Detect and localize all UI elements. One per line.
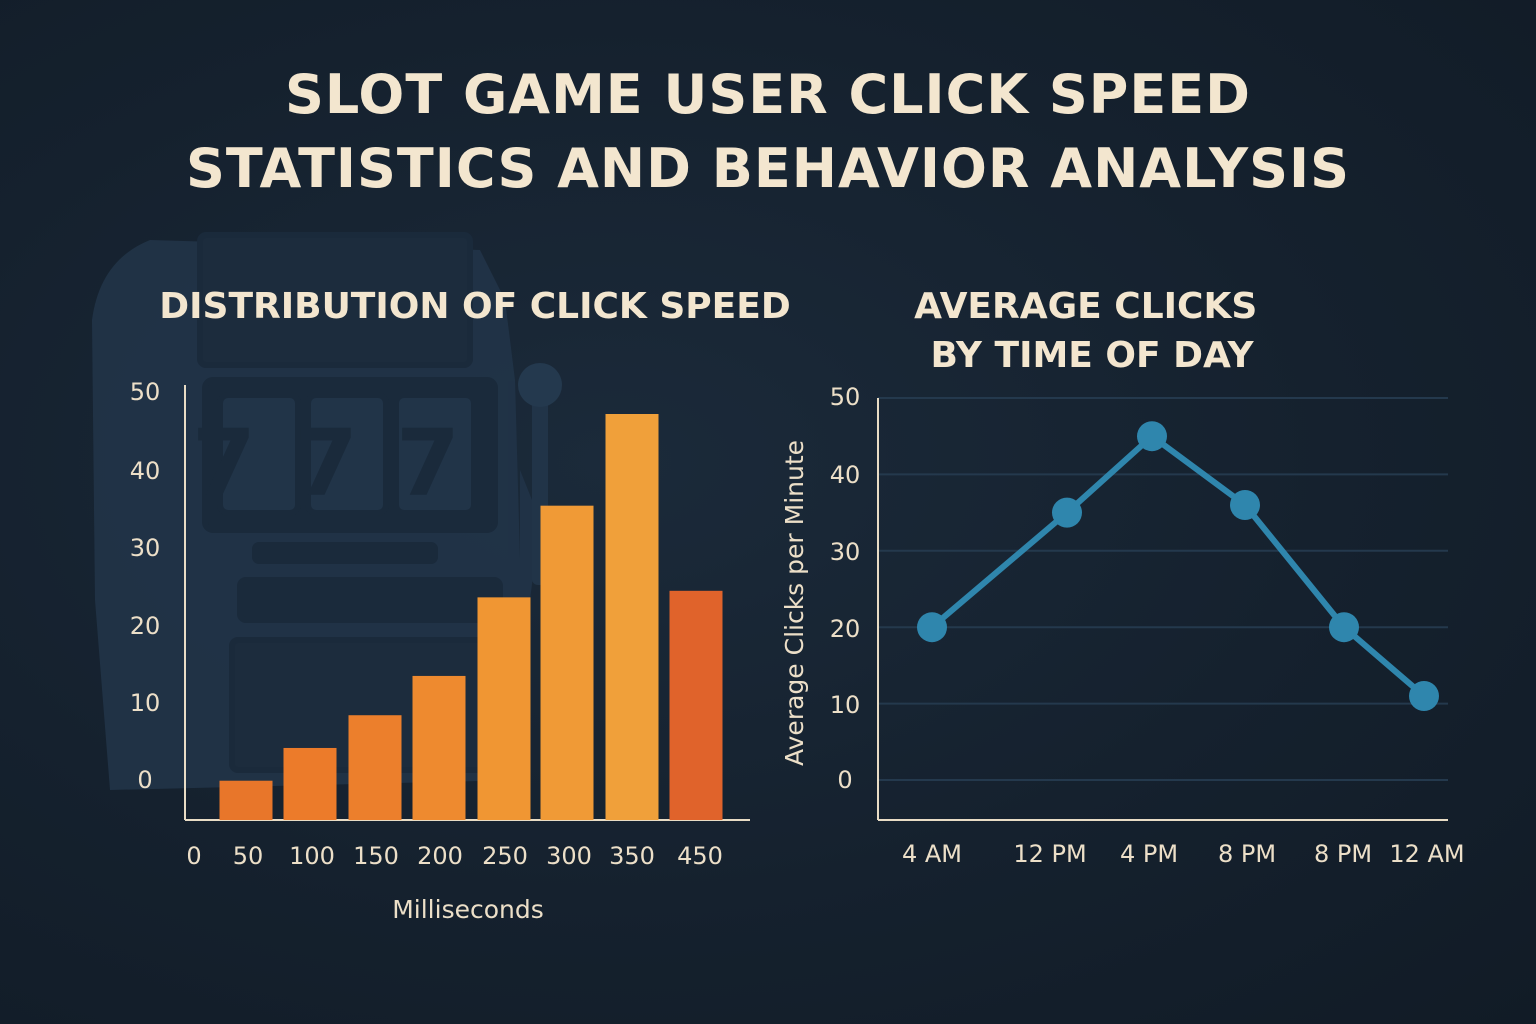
line-chart-y-tick-label: 0 bbox=[837, 766, 852, 794]
line-point-1 bbox=[1052, 497, 1082, 528]
main-title-line-2: STATISTICS AND BEHAVIOR ANALYSIS bbox=[185, 137, 1351, 200]
line-point-4 bbox=[1329, 612, 1359, 643]
line-chart-y-tick-label: 50 bbox=[830, 383, 861, 411]
slot-machine-details bbox=[197, 232, 520, 773]
bar-chart-x-tick-label: 50 bbox=[233, 842, 264, 870]
line-chart-y-axis-label: Average Clicks per Minute bbox=[780, 440, 809, 766]
bar-chart: DISTRIBUTION OF CLICK SPEED 50403020100 … bbox=[130, 286, 791, 924]
bar-chart-title: DISTRIBUTION OF CLICK SPEED bbox=[159, 286, 790, 327]
line-chart-y-tick-label: 10 bbox=[830, 691, 861, 719]
line-chart-title: AVERAGE CLICKS BY TIME OF DAY bbox=[914, 286, 1270, 376]
line-chart-y-tick-label: 20 bbox=[830, 615, 861, 643]
bar-chart-y-tick-label: 50 bbox=[130, 378, 161, 406]
bar-chart-x-tick-label: 450 bbox=[677, 842, 723, 870]
bar-chart-x-tick-label: 350 bbox=[609, 842, 655, 870]
line-chart-y-tick-label: 40 bbox=[830, 461, 861, 489]
bar-100 bbox=[283, 747, 337, 820]
main-title: SLOT GAME USER CLICK SPEED STATISTICS AN… bbox=[0, 58, 1536, 206]
bar-chart-x-tick-label: 250 bbox=[482, 842, 528, 870]
bar-450 bbox=[669, 590, 723, 820]
line-point-5 bbox=[1409, 680, 1439, 711]
line-chart-x-tick-label: 12 AM bbox=[1389, 840, 1464, 868]
line-chart-title-line-2: BY TIME OF DAY bbox=[930, 335, 1254, 376]
bar-chart-y-tick-label: 20 bbox=[130, 612, 161, 640]
bar-chart-y-tick-label: 30 bbox=[130, 534, 161, 562]
main-title-line-1: SLOT GAME USER CLICK SPEED bbox=[285, 63, 1251, 126]
line-chart-x-tick-label: 4 AM bbox=[902, 840, 962, 868]
bar-50 bbox=[219, 780, 273, 820]
line-chart: AVERAGE CLICKS BY TIME OF DAY 50 40 30 20 10… bbox=[780, 286, 1465, 868]
bar-350 bbox=[605, 414, 659, 820]
line-chart-title-line-1: AVERAGE CLICKS bbox=[914, 286, 1257, 327]
bar-300 bbox=[540, 505, 594, 820]
line-point-3 bbox=[1230, 489, 1260, 520]
line-point-2 bbox=[1137, 421, 1167, 452]
line-chart-x-tick-label: 4 PM bbox=[1120, 840, 1178, 868]
line-chart-y-tick-label: 30 bbox=[830, 538, 861, 566]
bar-chart-x-tick-label: 150 bbox=[353, 842, 399, 870]
bar-chart-x-tick-label: 200 bbox=[417, 842, 463, 870]
bar-chart-x-axis-label: Milliseconds bbox=[392, 895, 544, 924]
line-series-path bbox=[930, 433, 1426, 699]
bar-chart-y-tick-label: 10 bbox=[130, 689, 161, 717]
line-chart-x-tick-label: 8 PM bbox=[1314, 840, 1372, 868]
bar-chart-x-tick-label: 0 bbox=[186, 842, 201, 870]
line-point-0 bbox=[917, 612, 947, 643]
line-chart-x-tick-label: 12 PM bbox=[1013, 840, 1086, 868]
bar-chart-x-tick-label: 100 bbox=[289, 842, 335, 870]
slot-reels-777: 777 bbox=[192, 410, 498, 517]
bar-chart-y-tick-label: 0 bbox=[137, 766, 152, 794]
bar-150 bbox=[348, 715, 402, 820]
bar-200 bbox=[412, 675, 466, 820]
bar-chart-x-tick-label: 300 bbox=[546, 842, 592, 870]
bar-chart-y-tick-label: 40 bbox=[130, 457, 161, 485]
bar-250 bbox=[477, 597, 531, 820]
line-chart-x-tick-label: 8 PM bbox=[1218, 840, 1276, 868]
